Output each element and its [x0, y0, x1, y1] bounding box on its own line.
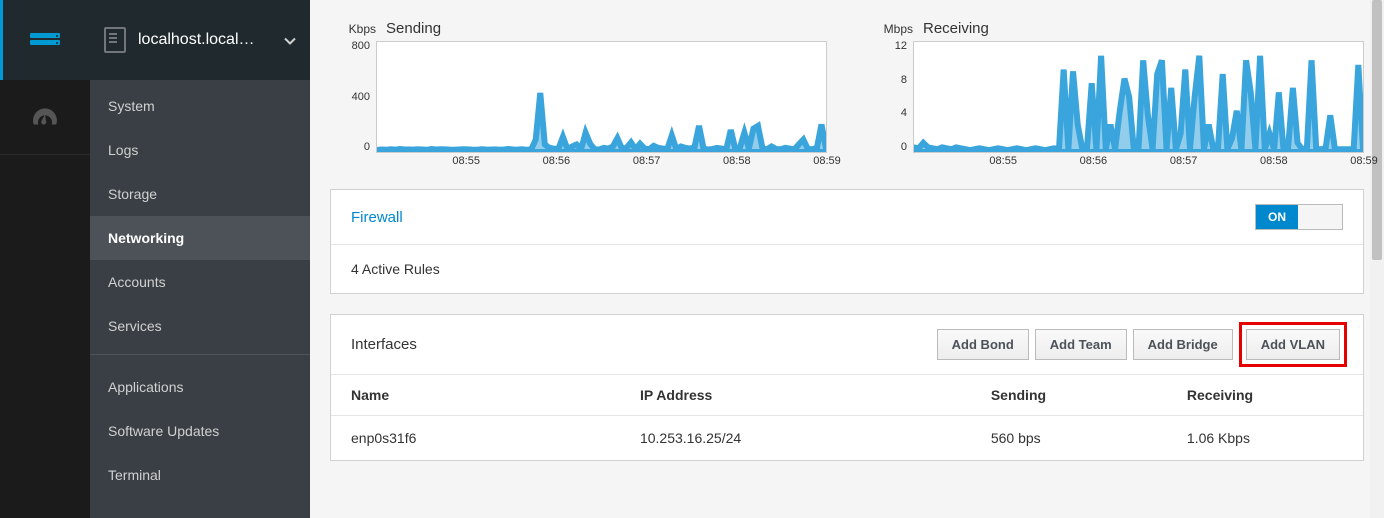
sending-title: Sending	[386, 20, 441, 37]
firewall-toggle-on-label: ON	[1256, 205, 1298, 229]
receiving-unit: Mbps	[867, 22, 913, 36]
sidebar-item-networking[interactable]: Networking	[90, 216, 310, 260]
ytick: 400	[330, 92, 370, 103]
gauge-icon	[32, 106, 58, 129]
xtick: 08:59	[813, 155, 841, 167]
server-icon	[30, 33, 60, 47]
xtick: 08:58	[1260, 155, 1288, 167]
sending-unit: Kbps	[330, 22, 376, 36]
xtick: 08:59	[1350, 155, 1378, 167]
col-sending: Sending	[971, 375, 1167, 416]
sidebar: localhost.local… SystemLogsStorageNetwor…	[90, 0, 310, 518]
interfaces-title: Interfaces	[351, 336, 417, 353]
sidebar-nav-secondary: ApplicationsSoftware UpdatesTerminal	[90, 361, 310, 497]
cell-receiving: 1.06 Kbps	[1167, 416, 1363, 461]
interfaces-panel: Interfaces Add Bond Add Team Add Bridge …	[330, 314, 1364, 461]
sidebar-item-accounts[interactable]: Accounts	[90, 260, 310, 304]
host-label: localhost.local…	[138, 31, 272, 49]
receiving-chart: Mbps Receiving 12 8 4 0 08:55 08:56 08:57 08:5…	[867, 20, 1364, 171]
add-team-button[interactable]: Add Team	[1035, 329, 1127, 360]
cell-sending: 560 bps	[971, 416, 1167, 461]
host-doc-icon	[104, 27, 126, 53]
firewall-toggle[interactable]: ON	[1255, 204, 1343, 230]
main-content: Kbps Sending 800 400 0 08:55 08:56 08:57 08:5…	[310, 0, 1384, 518]
sending-yticks: 800 400 0	[330, 41, 376, 153]
firewall-panel: Firewall ON 4 Active Rules	[330, 189, 1364, 294]
sending-xticks: 08:5508:5608:5708:5808:59	[376, 153, 827, 171]
col-receiving: Receiving	[1167, 375, 1363, 416]
server-icon-cell[interactable]	[0, 0, 90, 80]
add-vlan-highlight: Add VLAN	[1239, 322, 1347, 367]
sending-chart: Kbps Sending 800 400 0 08:55 08:56 08:57 08:5…	[330, 20, 827, 171]
add-vlan-button[interactable]: Add VLAN	[1246, 329, 1340, 360]
left-icon-strip	[0, 0, 90, 518]
scrollbar-thumb[interactable]	[1372, 0, 1382, 260]
firewall-link[interactable]: Firewall	[351, 209, 403, 226]
scrollbar[interactable]	[1370, 0, 1384, 518]
xtick: 08:56	[543, 155, 571, 167]
dashboard-icon-cell[interactable]	[0, 80, 90, 155]
sidebar-item-services[interactable]: Services	[90, 304, 310, 348]
xtick: 08:58	[723, 155, 751, 167]
sidebar-item-system[interactable]: System	[90, 84, 310, 128]
col-ip: IP Address	[620, 375, 971, 416]
firewall-rules-count: 4 Active Rules	[331, 245, 1363, 293]
receiving-xticks: 08:5508:5608:5708:5808:59	[913, 153, 1364, 171]
col-name: Name	[331, 375, 620, 416]
sidebar-item-terminal[interactable]: Terminal	[90, 453, 310, 497]
add-bridge-button[interactable]: Add Bridge	[1133, 329, 1233, 360]
interfaces-buttons: Add Bond Add Team Add Bridge Add VLAN	[937, 329, 1343, 360]
add-bond-button[interactable]: Add Bond	[937, 329, 1029, 360]
xtick: 08:57	[633, 155, 661, 167]
ytick: 0	[330, 142, 370, 153]
xtick: 08:57	[1170, 155, 1198, 167]
ytick: 4	[867, 108, 907, 119]
table-row[interactable]: enp0s31f610.253.16.25/24560 bps1.06 Kbps	[331, 416, 1363, 461]
cell-ip: 10.253.16.25/24	[620, 416, 971, 461]
ytick: 8	[867, 75, 907, 86]
ytick: 0	[867, 142, 907, 153]
receiving-plot	[913, 41, 1364, 153]
sidebar-nav: SystemLogsStorageNetworkingAccountsServi…	[90, 80, 310, 348]
xtick: 08:55	[989, 155, 1017, 167]
xtick: 08:56	[1080, 155, 1108, 167]
xtick: 08:55	[452, 155, 480, 167]
host-selector[interactable]: localhost.local…	[90, 0, 310, 80]
sidebar-item-software-updates[interactable]: Software Updates	[90, 409, 310, 453]
ytick: 12	[867, 41, 907, 52]
sending-plot	[376, 41, 827, 153]
sidebar-item-logs[interactable]: Logs	[90, 128, 310, 172]
sidebar-item-storage[interactable]: Storage	[90, 172, 310, 216]
chevron-down-icon	[284, 34, 296, 46]
receiving-yticks: 12 8 4 0	[867, 41, 913, 153]
firewall-toggle-off-track	[1298, 205, 1342, 229]
cell-name: enp0s31f6	[331, 416, 620, 461]
interfaces-table: Name IP Address Sending Receiving enp0s3…	[331, 375, 1363, 460]
sidebar-item-applications[interactable]: Applications	[90, 365, 310, 409]
receiving-title: Receiving	[923, 20, 989, 37]
ytick: 800	[330, 41, 370, 52]
